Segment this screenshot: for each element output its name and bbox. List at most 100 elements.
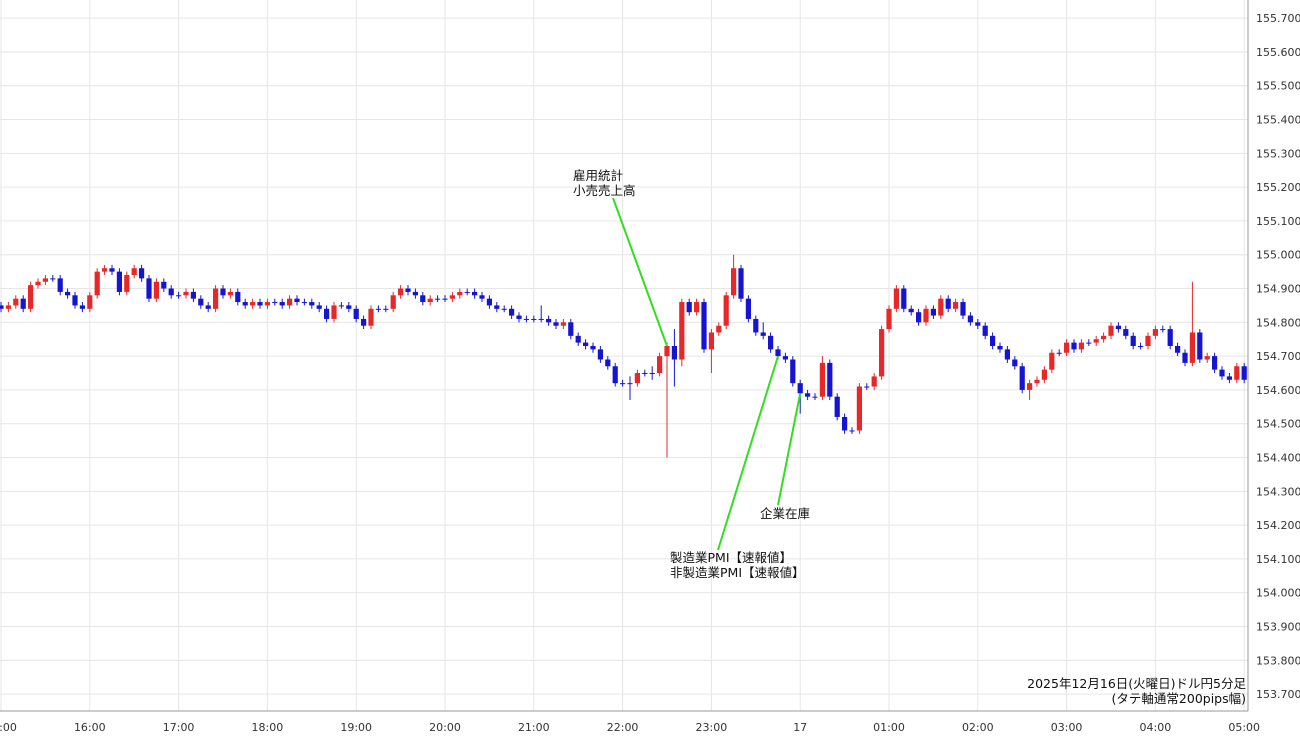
candle-body xyxy=(405,288,411,292)
candle-body xyxy=(1004,349,1010,360)
candle-body xyxy=(1182,352,1188,363)
candle-body xyxy=(42,278,48,282)
candle-body xyxy=(516,315,522,319)
annotation-text: 製造業PMI【速報値】 xyxy=(670,550,792,565)
candle-body xyxy=(464,291,470,293)
candle-body xyxy=(176,295,182,297)
candle-body xyxy=(50,278,56,280)
candle-body xyxy=(760,332,766,336)
candle-body xyxy=(390,295,396,309)
candle-body xyxy=(1101,335,1107,340)
candle-body xyxy=(671,345,677,360)
candle-body xyxy=(768,335,774,350)
candle-body xyxy=(1212,356,1218,370)
candle-body xyxy=(1064,342,1070,353)
candle-body xyxy=(13,298,19,306)
candle-body xyxy=(694,302,700,313)
candle-body xyxy=(819,362,825,397)
candle-body xyxy=(227,291,233,296)
candle-body xyxy=(213,288,219,309)
candle-body xyxy=(842,416,848,431)
candle-body xyxy=(1138,345,1144,347)
candle-body xyxy=(590,345,596,350)
candle-body xyxy=(856,386,862,431)
candle-body xyxy=(1056,352,1062,354)
candle-body xyxy=(109,268,115,272)
y-tick-label: 154.300 xyxy=(1256,485,1300,498)
candle-body xyxy=(938,298,944,316)
candle-body xyxy=(908,308,914,313)
y-tick-label: 154.400 xyxy=(1256,452,1300,465)
candle-body xyxy=(664,345,670,357)
candle-body xyxy=(568,322,574,336)
candle-body xyxy=(953,302,959,309)
candle-body xyxy=(412,291,418,296)
candle-body xyxy=(324,308,330,319)
candle-body xyxy=(1189,332,1195,363)
candle-body xyxy=(827,362,833,397)
candle-body xyxy=(161,281,167,289)
candle-body xyxy=(331,305,337,319)
x-tick-label: 23:00 xyxy=(696,721,728,734)
candle-body xyxy=(1130,335,1136,346)
candle-body xyxy=(427,298,433,303)
candle-body xyxy=(442,298,448,300)
y-tick-label: 155.000 xyxy=(1256,249,1300,262)
candle-body xyxy=(316,305,322,309)
candle-body xyxy=(634,373,640,384)
candle-body xyxy=(753,318,759,333)
x-tick-label: 03:00 xyxy=(1051,721,1083,734)
x-tick-label: 22:00 xyxy=(607,721,639,734)
annotation-text: 非製造業PMI【速報値】 xyxy=(670,565,805,580)
x-tick-label: 05:00 xyxy=(1228,721,1260,734)
x-tick-label: 01:00 xyxy=(873,721,905,734)
candle-body xyxy=(1241,366,1247,380)
candle-body xyxy=(1012,359,1018,367)
candle-body xyxy=(1197,332,1203,360)
candle-body xyxy=(1123,329,1129,336)
candle-body xyxy=(1093,339,1099,343)
candle-body xyxy=(945,298,951,309)
candle-body xyxy=(72,295,78,306)
candle-body xyxy=(553,322,559,326)
x-tick-label: 17:00 xyxy=(163,721,195,734)
candle-body xyxy=(723,295,729,326)
candle-body xyxy=(708,332,714,350)
y-tick-label: 154.600 xyxy=(1256,384,1300,397)
candle-body xyxy=(879,329,885,377)
candle-body xyxy=(398,288,404,296)
candle-body xyxy=(346,305,352,309)
candle-body xyxy=(65,291,71,296)
candle-body xyxy=(597,349,603,360)
candle-body xyxy=(1219,369,1225,377)
candle-body xyxy=(220,288,226,296)
candle-body xyxy=(1071,342,1077,350)
candle-body xyxy=(368,308,374,326)
candle-body xyxy=(0,305,4,309)
candle-body xyxy=(531,318,537,320)
candle-body xyxy=(1086,342,1092,344)
y-tick-label: 154.700 xyxy=(1256,350,1300,363)
candle-body xyxy=(612,366,618,384)
candle-body xyxy=(930,308,936,316)
candle-body xyxy=(457,291,463,296)
candle-body xyxy=(20,298,26,309)
candle-body xyxy=(1108,325,1114,336)
candle-body xyxy=(871,376,877,387)
footnote: (タテ軸通常200pips幅) xyxy=(1112,691,1246,706)
candle-body xyxy=(294,298,300,303)
labels: 153.700 153.800 153.900 154.000 154.100 154.2… xyxy=(0,12,1300,734)
candle-body xyxy=(235,291,241,303)
candle-body xyxy=(627,383,633,385)
candle-body xyxy=(87,295,93,309)
candle-body xyxy=(745,298,751,319)
candle-body xyxy=(494,305,500,309)
candle-body xyxy=(538,318,544,320)
y-tick-label: 154.900 xyxy=(1256,283,1300,296)
y-tick-label: 155.500 xyxy=(1256,80,1300,93)
annotation-line xyxy=(777,393,802,506)
y-tick-label: 153.700 xyxy=(1256,688,1300,701)
candle-body xyxy=(546,318,552,323)
y-tick-label: 154.000 xyxy=(1256,587,1300,600)
candle-body xyxy=(975,322,981,326)
